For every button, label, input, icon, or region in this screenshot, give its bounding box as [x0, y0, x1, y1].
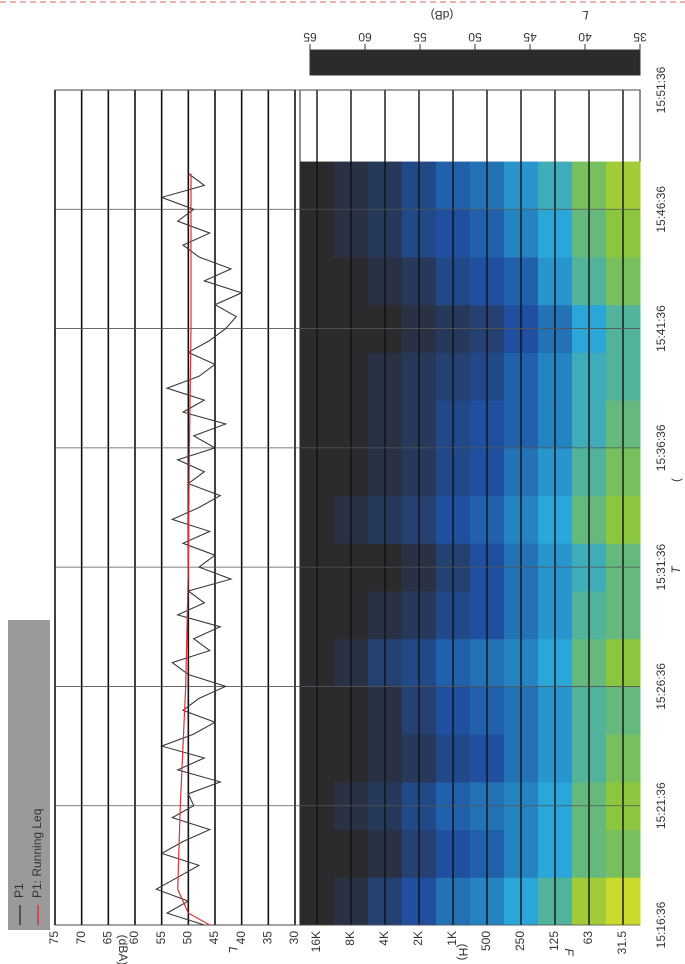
f-tick-label: 4K [377, 931, 391, 946]
colorbar-tick-label: 35 [633, 30, 647, 44]
y-tick-label: 35 [261, 931, 275, 945]
f-tick-label: 125 [547, 931, 561, 951]
page: 7570656055504540353016K8K4K2K1K500250125… [0, 0, 685, 964]
colorbar [310, 50, 640, 75]
f-tick-label: 250 [513, 931, 527, 951]
f-tick-label: 8K [343, 931, 357, 946]
x-axis-unit: ( [669, 478, 683, 482]
legend-label: P1: Running Leq [30, 809, 44, 898]
x-tick-label: 15:26:36 [654, 663, 668, 710]
x-tick-label: 15:31:36 [654, 543, 668, 590]
colorbar-tick-label: 50 [468, 30, 482, 44]
colorbar-tick-label: 65 [303, 30, 317, 44]
legend-label: P1 [12, 883, 26, 898]
y-tick-label: 50 [181, 931, 195, 945]
y-tick-label: 30 [287, 931, 301, 945]
x-tick-label: 15:46:36 [654, 186, 668, 233]
chart: 7570656055504540353016K8K4K2K1K500250125… [0, 0, 685, 964]
colorbar-tick-label: 45 [523, 30, 537, 44]
x-tick-label: 15:41:36 [654, 305, 668, 352]
x-tick-label: 15:16:36 [654, 901, 668, 948]
y-axis-title: L [226, 947, 240, 954]
y-tick-label: 75 [47, 931, 61, 945]
colorbar-unit: (dB) [431, 8, 454, 22]
x-axis-title: T [669, 565, 683, 574]
y-axis-unit: (dBA) [116, 935, 130, 964]
y-tick-label: 45 [207, 931, 221, 945]
f-tick-label: 2K [411, 931, 425, 946]
colorbar-tick-label: 40 [578, 30, 592, 44]
f-axis-unit: (H) [456, 944, 470, 961]
colorbar-title: L [582, 8, 589, 22]
f-tick-label: 500 [479, 931, 493, 951]
x-tick-label: 15:51:36 [654, 66, 668, 113]
f-tick-label: 63 [581, 931, 595, 945]
y-tick-label: 70 [74, 931, 88, 945]
f-tick-label: 16K [309, 931, 323, 952]
level-panel [55, 90, 295, 925]
x-tick-label: 15:36:36 [654, 424, 668, 471]
colorbar-tick-label: 60 [358, 30, 372, 44]
y-tick-label: 65 [101, 931, 115, 945]
y-tick-label: 55 [154, 931, 168, 945]
f-axis-title: F [562, 948, 576, 956]
x-tick-label: 15:21:36 [654, 782, 668, 829]
f-tick-label: 31.5 [615, 931, 629, 955]
y-tick-label: 40 [234, 931, 248, 945]
colorbar-tick-label: 55 [413, 30, 427, 44]
